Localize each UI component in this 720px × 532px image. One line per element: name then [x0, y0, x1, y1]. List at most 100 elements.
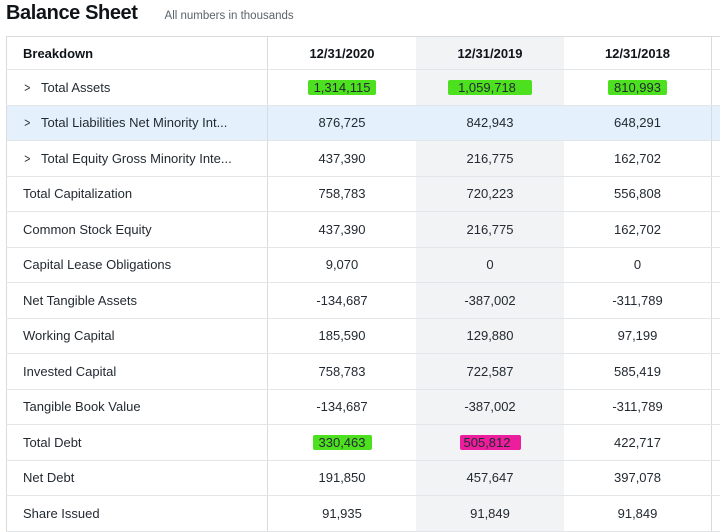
row-label-text: Share Issued — [23, 505, 100, 521]
table-row[interactable]: > Total Equity Gross Minority Inte... 437,… — [6, 141, 720, 177]
value-text: 422,717 — [614, 434, 661, 450]
value-text: 216,775 — [466, 150, 514, 166]
row-label-text: Total Capitalization — [23, 186, 133, 202]
row-label-text: Net Tangible Assets — [23, 292, 137, 308]
value-cell: 758,783 — [268, 177, 416, 212]
value-text: 397,078 — [614, 470, 661, 486]
row-label: Working Capital — [6, 318, 268, 353]
column-header-2018[interactable]: 12/31/2018 — [564, 37, 712, 69]
value-text: 162,702 — [614, 221, 661, 237]
table-row: Tangible Book Value -134,687 -387,002 -311,… — [6, 389, 720, 425]
value-cell: 185,590 — [268, 319, 416, 354]
value-cell: 1,059,718 — [416, 70, 564, 105]
row-label[interactable]: > Total Liabilities Net Minority Int... — [6, 105, 268, 140]
row-label-text: Total Debt — [23, 434, 82, 450]
column-overflow — [712, 37, 720, 69]
row-label: Capital Lease Obligations — [6, 247, 268, 282]
value-cell: 216,775 — [416, 141, 564, 176]
value-text: 556,808 — [614, 186, 661, 202]
value-cell: 722,587 — [416, 354, 564, 389]
value-cell: -311,789 — [564, 283, 712, 318]
value-cell: 9,070 — [268, 248, 416, 283]
row-label: Net Tangible Assets — [6, 283, 268, 318]
row-label-text: Working Capital — [23, 328, 115, 344]
table-row: Share Issued 91,935 91,849 91,849 — [6, 496, 720, 532]
table-body: > Total Assets 1,314,115 1,059,718 810,993 > T… — [6, 70, 720, 532]
value-cell: 876,725 — [268, 106, 416, 141]
row-label: Tangible Book Value — [6, 389, 268, 424]
row-label-text: Invested Capital — [23, 363, 117, 379]
value-cell: 758,783 — [268, 354, 416, 389]
table-row[interactable]: > Total Assets 1,314,115 1,059,718 810,993 — [6, 70, 720, 106]
value-cell: 585,419 — [564, 354, 712, 389]
value-cell: 437,390 — [268, 141, 416, 176]
value-text: 162,702 — [614, 150, 661, 166]
value-text: 0 — [633, 257, 642, 273]
value-text: 720,223 — [466, 186, 514, 202]
value-text: 97,199 — [617, 328, 658, 344]
column-header-breakdown: Breakdown — [6, 37, 268, 69]
table-row: Net Debt 191,850 457,647 397,078 — [6, 460, 720, 496]
row-label: Total Debt — [6, 425, 268, 460]
value-text: -311,789 — [612, 292, 663, 308]
table-row: Capital Lease Obligations 9,070 0 0 — [6, 247, 720, 283]
value-text: 91,935 — [322, 505, 362, 521]
value-text: -134,687 — [316, 399, 368, 415]
value-cell: 330,463 — [268, 425, 416, 460]
chevron-right-icon[interactable]: > — [24, 150, 31, 166]
value-text: 185,590 — [318, 328, 366, 344]
value-cell: 97,199 — [564, 318, 712, 353]
page-title: Balance Sheet — [6, 2, 138, 24]
financials-table: Breakdown 12/31/2020 12/31/2019 12/31/20… — [6, 36, 720, 532]
column-overflow — [712, 390, 720, 425]
value-cell: 720,223 — [416, 176, 564, 211]
value-text: 585,419 — [614, 363, 661, 379]
row-label: Common Stock Equity — [6, 212, 268, 247]
value-text: 330,463 — [312, 434, 372, 450]
value-cell: 810,993 — [564, 70, 712, 105]
value-text: 648,291 — [614, 115, 661, 131]
value-cell: -134,687 — [268, 283, 416, 318]
value-text: 91,849 — [617, 505, 658, 521]
table-row: Total Capitalization 758,783 720,223 556,80… — [6, 176, 720, 212]
value-cell: 0 — [564, 247, 712, 282]
row-label-text: Common Stock Equity — [23, 221, 152, 237]
value-cell: 0 — [416, 247, 564, 282]
column-overflow — [712, 248, 720, 283]
value-cell: -387,002 — [416, 283, 564, 318]
row-label-text: Total Assets — [41, 79, 111, 95]
column-header-2020[interactable]: 12/31/2020 — [309, 45, 375, 61]
value-text: -387,002 — [464, 292, 516, 308]
row-label[interactable]: > Total Assets — [6, 70, 268, 105]
chevron-right-icon[interactable]: > — [24, 79, 31, 95]
table-row: Net Tangible Assets -134,687 -387,002 -311,… — [6, 283, 720, 319]
units-note: All numbers in thousands — [164, 10, 294, 22]
value-text: 876,725 — [318, 115, 366, 131]
row-label: Total Capitalization — [6, 176, 268, 211]
table-row: Common Stock Equity 437,390 216,775 162,702 — [6, 212, 720, 248]
value-text: 91,849 — [470, 505, 510, 521]
value-text: 191,850 — [318, 470, 366, 486]
value-text: 129,880 — [466, 328, 514, 344]
value-cell: 91,935 — [268, 496, 416, 531]
column-header-2019[interactable]: 12/31/2019 — [416, 37, 564, 69]
value-text: 457,647 — [466, 470, 514, 486]
value-cell: 216,775 — [416, 212, 564, 247]
table-row[interactable]: > Total Liabilities Net Minority Int... 87… — [6, 105, 720, 141]
value-text: 9,070 — [325, 257, 359, 273]
value-text: 437,390 — [318, 150, 366, 166]
chevron-right-icon[interactable]: > — [24, 115, 31, 131]
row-label: Invested Capital — [6, 354, 268, 389]
value-text: -311,789 — [612, 399, 663, 415]
value-text: 722,587 — [466, 363, 514, 379]
value-text: 758,783 — [318, 363, 366, 379]
value-cell: 842,943 — [416, 106, 564, 141]
value-cell: 191,850 — [268, 461, 416, 496]
row-label-text: Total Equity Gross Minority Inte... — [41, 150, 232, 166]
value-cell: -387,002 — [416, 389, 564, 424]
value-cell: 91,849 — [564, 496, 712, 531]
column-overflow — [712, 461, 720, 496]
value-text: 1,314,115 — [307, 79, 377, 95]
value-text: 437,390 — [318, 221, 366, 237]
row-label[interactable]: > Total Equity Gross Minority Inte... — [6, 141, 268, 176]
